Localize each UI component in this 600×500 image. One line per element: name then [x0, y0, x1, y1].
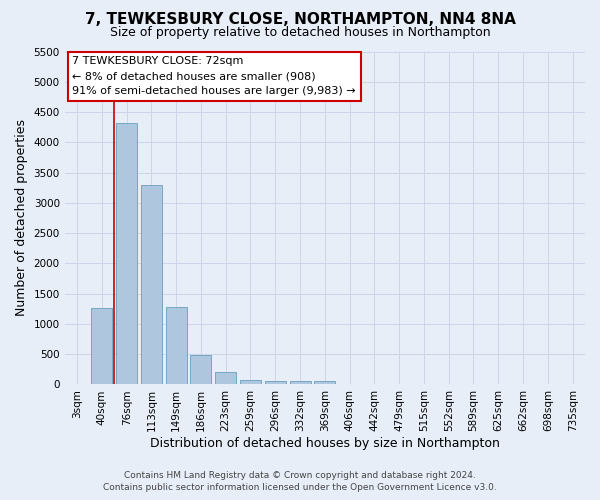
Text: Contains HM Land Registry data © Crown copyright and database right 2024.
Contai: Contains HM Land Registry data © Crown c… — [103, 471, 497, 492]
Bar — [240, 380, 261, 384]
X-axis label: Distribution of detached houses by size in Northampton: Distribution of detached houses by size … — [150, 437, 500, 450]
Bar — [166, 307, 187, 384]
Bar — [190, 355, 211, 384]
Bar — [314, 381, 335, 384]
Text: 7, TEWKESBURY CLOSE, NORTHAMPTON, NN4 8NA: 7, TEWKESBURY CLOSE, NORTHAMPTON, NN4 8N… — [85, 12, 515, 28]
Text: 7 TEWKESBURY CLOSE: 72sqm
← 8% of detached houses are smaller (908)
91% of semi-: 7 TEWKESBURY CLOSE: 72sqm ← 8% of detach… — [73, 56, 356, 96]
Text: Size of property relative to detached houses in Northampton: Size of property relative to detached ho… — [110, 26, 490, 39]
Bar — [116, 123, 137, 384]
Bar — [141, 186, 162, 384]
Bar — [265, 381, 286, 384]
Y-axis label: Number of detached properties: Number of detached properties — [15, 120, 28, 316]
Bar — [91, 308, 112, 384]
Bar — [290, 382, 311, 384]
Bar — [215, 372, 236, 384]
